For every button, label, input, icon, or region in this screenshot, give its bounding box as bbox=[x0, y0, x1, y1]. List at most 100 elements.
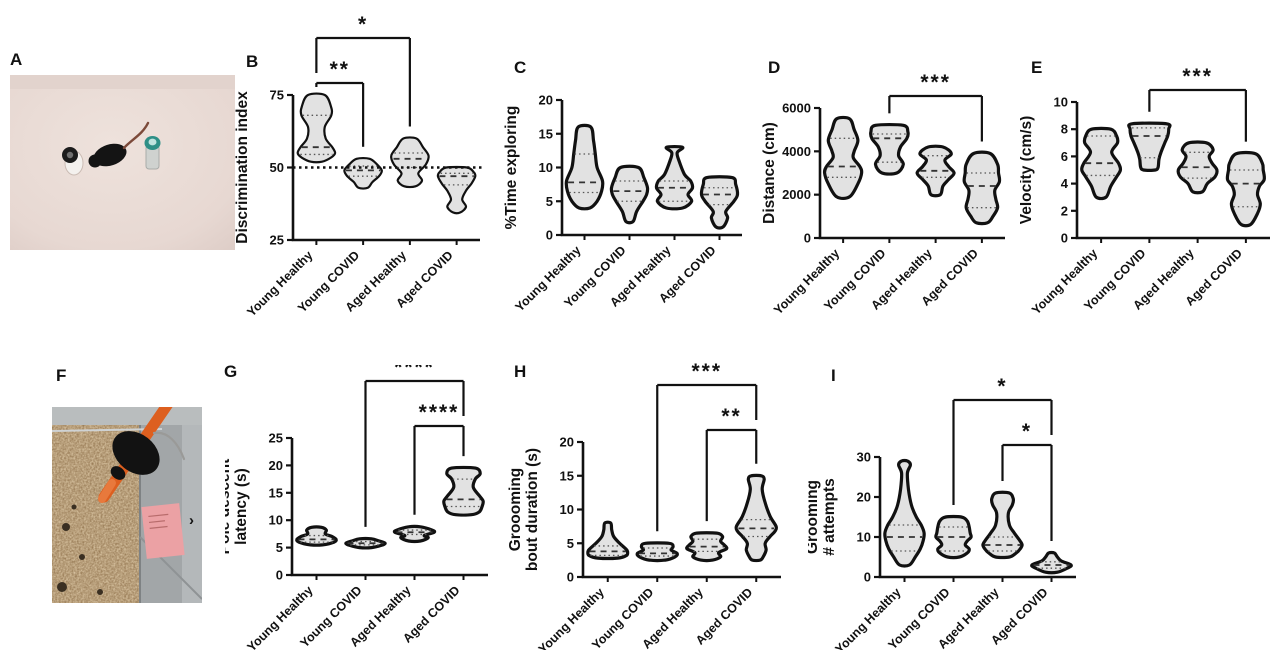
bedding-specks bbox=[57, 504, 103, 595]
panel-letter: F bbox=[56, 366, 67, 385]
y-axis-title: Discrimination index bbox=[235, 91, 251, 244]
y-tick-label: 10 bbox=[857, 530, 871, 545]
y-tick-label: 0 bbox=[1061, 231, 1068, 246]
mouse-icon bbox=[88, 121, 150, 168]
violins bbox=[564, 123, 740, 230]
y-axis-title: Grooming bbox=[808, 480, 821, 554]
violin-Aged Healthy bbox=[390, 136, 430, 189]
significance-stars: * bbox=[1022, 420, 1032, 443]
panel-letter: E bbox=[1031, 58, 1043, 77]
y-tick-label: 2 bbox=[1061, 203, 1068, 218]
y-tick-label: 0 bbox=[276, 568, 283, 583]
y-tick-label: 75 bbox=[270, 88, 284, 103]
violin-Young COVID bbox=[869, 122, 910, 176]
y-tick-label: 6000 bbox=[782, 101, 811, 116]
violin-Aged Healthy bbox=[981, 490, 1024, 560]
y-tick-label: 50 bbox=[270, 160, 284, 175]
y-axis-title: latency (s) bbox=[233, 468, 250, 545]
y-axis-title: # attempts bbox=[821, 478, 838, 556]
y-tick-label: 0 bbox=[546, 228, 553, 243]
y-axis-title: Distance (cm) bbox=[761, 122, 778, 224]
y-tick-label: 5 bbox=[546, 194, 553, 209]
arena-wall-edge bbox=[10, 75, 235, 89]
photo-novel-object-test bbox=[10, 75, 235, 250]
violins bbox=[1080, 121, 1266, 228]
significance-stars: **** bbox=[419, 401, 460, 424]
violin-Young Healthy bbox=[296, 92, 337, 164]
object-left-icon bbox=[62, 147, 84, 176]
violin-Aged COVID bbox=[1225, 150, 1266, 228]
significance-stars: * bbox=[997, 375, 1007, 398]
y-tick-label: 10 bbox=[1054, 95, 1068, 110]
y-tick-label: 10 bbox=[560, 502, 574, 517]
y-axis-title: Velocity (cm/s) bbox=[1020, 116, 1035, 225]
violin-Aged COVID bbox=[436, 165, 477, 215]
y-tick-label: 20 bbox=[269, 458, 283, 473]
y-tick-label: 4000 bbox=[782, 144, 811, 159]
panel-letter: H bbox=[514, 362, 527, 381]
violin-Young COVID bbox=[343, 156, 383, 190]
y-tick-label: 15 bbox=[539, 126, 553, 141]
violin-Aged COVID bbox=[962, 150, 1002, 226]
significance-stars: *** bbox=[1182, 65, 1213, 88]
panel-letter: D bbox=[768, 58, 781, 77]
significance-stars: *** bbox=[920, 71, 951, 94]
y-tick-label: 25 bbox=[269, 431, 283, 446]
cage-rim-line bbox=[52, 428, 163, 432]
panel-letter: B bbox=[246, 52, 259, 71]
significance-stars: *** bbox=[691, 360, 722, 383]
y-tick-label: 15 bbox=[269, 485, 283, 500]
significance-brackets: **** **** bbox=[364, 365, 465, 527]
violin-Young Healthy bbox=[295, 525, 338, 547]
chevron-right-icon: › bbox=[189, 512, 194, 529]
y-tick-label: 10 bbox=[539, 160, 553, 175]
violin-Aged Healthy bbox=[654, 144, 695, 211]
y-tick-label: 0 bbox=[804, 231, 811, 246]
y-tick-label: 0 bbox=[567, 570, 574, 585]
panel-letter: C bbox=[514, 58, 527, 77]
y-axis-title: Groooming bbox=[507, 468, 524, 552]
significance-stars: ** bbox=[721, 405, 741, 428]
y-tick-label: 0 bbox=[864, 570, 871, 585]
violins bbox=[883, 458, 1073, 575]
object-right-icon bbox=[144, 136, 161, 170]
cage-rim bbox=[52, 407, 202, 425]
cage-wall-right bbox=[182, 407, 202, 603]
panel-letter: I bbox=[831, 366, 836, 385]
violin-Young COVID bbox=[1127, 121, 1172, 172]
y-axis-title: %Time exploring bbox=[503, 106, 520, 230]
y-tick-label: 20 bbox=[560, 435, 574, 450]
violins bbox=[822, 115, 1002, 226]
y-tick-label: 20 bbox=[857, 490, 871, 505]
photo-pole-test: › bbox=[52, 407, 202, 603]
y-tick-label: 15 bbox=[560, 468, 574, 483]
violin-Young Healthy bbox=[883, 458, 926, 568]
violins bbox=[295, 465, 485, 550]
y-axis-title: bout duration (s) bbox=[524, 448, 541, 571]
y-tick-label: 5 bbox=[567, 536, 574, 551]
significance-stars: ** bbox=[330, 58, 350, 81]
significance-brackets: *** bbox=[315, 13, 411, 147]
significance-brackets: *** bbox=[1148, 65, 1247, 142]
y-tick-label: 25 bbox=[270, 233, 284, 248]
violin-Young COVID bbox=[344, 536, 387, 550]
significance-brackets: *** bbox=[888, 71, 983, 142]
violin-Aged Healthy bbox=[392, 524, 437, 544]
violin-Aged COVID bbox=[1030, 550, 1073, 575]
y-tick-label: 6 bbox=[1061, 149, 1068, 164]
panel-letter: A bbox=[10, 50, 23, 69]
y-tick-label: 8 bbox=[1061, 122, 1068, 137]
significance-brackets: ***** bbox=[656, 360, 758, 532]
y-tick-label: 20 bbox=[539, 93, 553, 108]
y-tick-label: 5 bbox=[276, 540, 283, 555]
violin-Young Healthy bbox=[564, 123, 605, 211]
panel-letter: G bbox=[224, 362, 238, 381]
violin-Young Healthy bbox=[586, 520, 630, 560]
y-axis-title: Pole descent bbox=[225, 459, 233, 555]
significance-stars: **** bbox=[394, 365, 435, 379]
arena-floor bbox=[10, 75, 235, 250]
